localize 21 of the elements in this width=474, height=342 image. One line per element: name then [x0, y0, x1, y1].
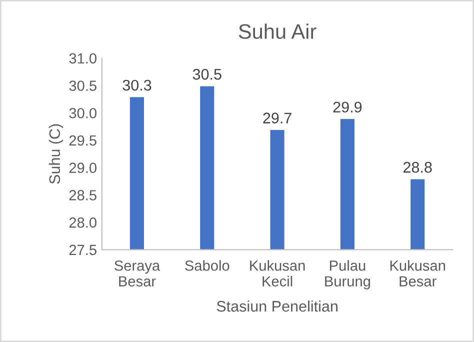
y-tick-label: 30.0	[69, 108, 96, 118]
y-tick-label: 30.5	[69, 80, 96, 91]
data-label: 29.9	[333, 102, 362, 113]
y-tick-label: 29.5	[69, 135, 96, 146]
data-label: 30.5	[192, 68, 222, 80]
y-axis-title: Suhu (C)	[48, 124, 64, 184]
y-tick-label: 28.5	[69, 190, 96, 200]
data-label: 30.3	[122, 80, 152, 91]
y-tick-label: 27.5	[69, 244, 96, 256]
y-tick-label: 28.0	[69, 217, 96, 228]
x-tick-label: Seraya Besar	[114, 260, 160, 286]
x-tick-label: Pulau Burung	[325, 260, 370, 290]
x-tick-label: Sabolo	[185, 260, 230, 271]
x-axis-title: Stasiun Penelitian	[216, 300, 338, 312]
chart-title: Suhu Air	[238, 24, 316, 39]
data-label: 29.7	[263, 112, 292, 124]
y-tick-label: 29.0	[69, 162, 96, 174]
x-tick-label: Kukusan Kecil	[250, 260, 305, 286]
x-tick-label: Kukusan Besar	[390, 260, 446, 286]
y-tick-label: 31.0	[69, 53, 96, 64]
data-label: 28.8	[403, 162, 432, 173]
